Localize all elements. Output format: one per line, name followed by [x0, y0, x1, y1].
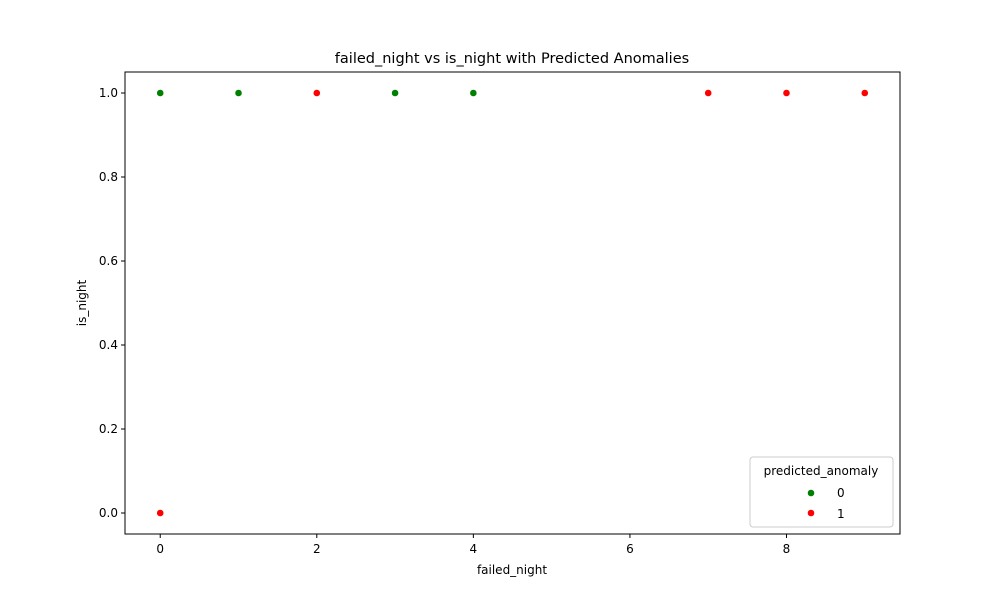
legend-title: predicted_anomaly	[764, 464, 879, 478]
x-tick-label: 8	[783, 542, 791, 556]
legend-box	[749, 456, 894, 528]
y-axis-label: is_night	[75, 279, 89, 326]
data-point-series-0	[469, 89, 478, 97]
legend[interactable]: predicted_anomaly 0 1	[749, 456, 894, 528]
y-tick-label: 1.0	[99, 86, 118, 100]
data-point-series-0	[156, 89, 165, 97]
data-point-series-1	[860, 89, 869, 97]
data-point-series-0	[234, 89, 243, 97]
y-tick-label: 0.4	[99, 338, 118, 352]
x-tick-label: 6	[626, 542, 634, 556]
data-point-series-1	[312, 89, 321, 97]
legend-marker-1	[807, 509, 815, 517]
y-axis: 0.0 0.2 0.4 0.6 0.8 1.0	[99, 86, 125, 520]
plot-area	[124, 71, 901, 535]
x-tick-label: 4	[470, 542, 478, 556]
data-points	[156, 89, 869, 517]
data-point-series-1	[156, 509, 165, 517]
data-point-series-1	[704, 89, 713, 97]
x-axis: 0 2 4 6 8	[156, 534, 790, 556]
x-axis-label: failed_night	[477, 563, 547, 577]
legend-marker-0	[807, 489, 815, 497]
y-tick-label: 0.0	[99, 506, 118, 520]
legend-label-1: 1	[837, 507, 845, 521]
chart-title: failed_night vs is_night with Predicted …	[335, 51, 689, 67]
y-tick-label: 0.2	[99, 422, 118, 436]
legend-label-0: 0	[837, 486, 845, 500]
x-tick-label: 2	[313, 542, 321, 556]
data-point-series-1	[782, 89, 791, 97]
data-point-series-0	[391, 89, 399, 97]
x-tick-label: 0	[156, 542, 164, 556]
y-tick-label: 0.8	[99, 170, 118, 184]
y-tick-label: 0.6	[99, 254, 118, 268]
